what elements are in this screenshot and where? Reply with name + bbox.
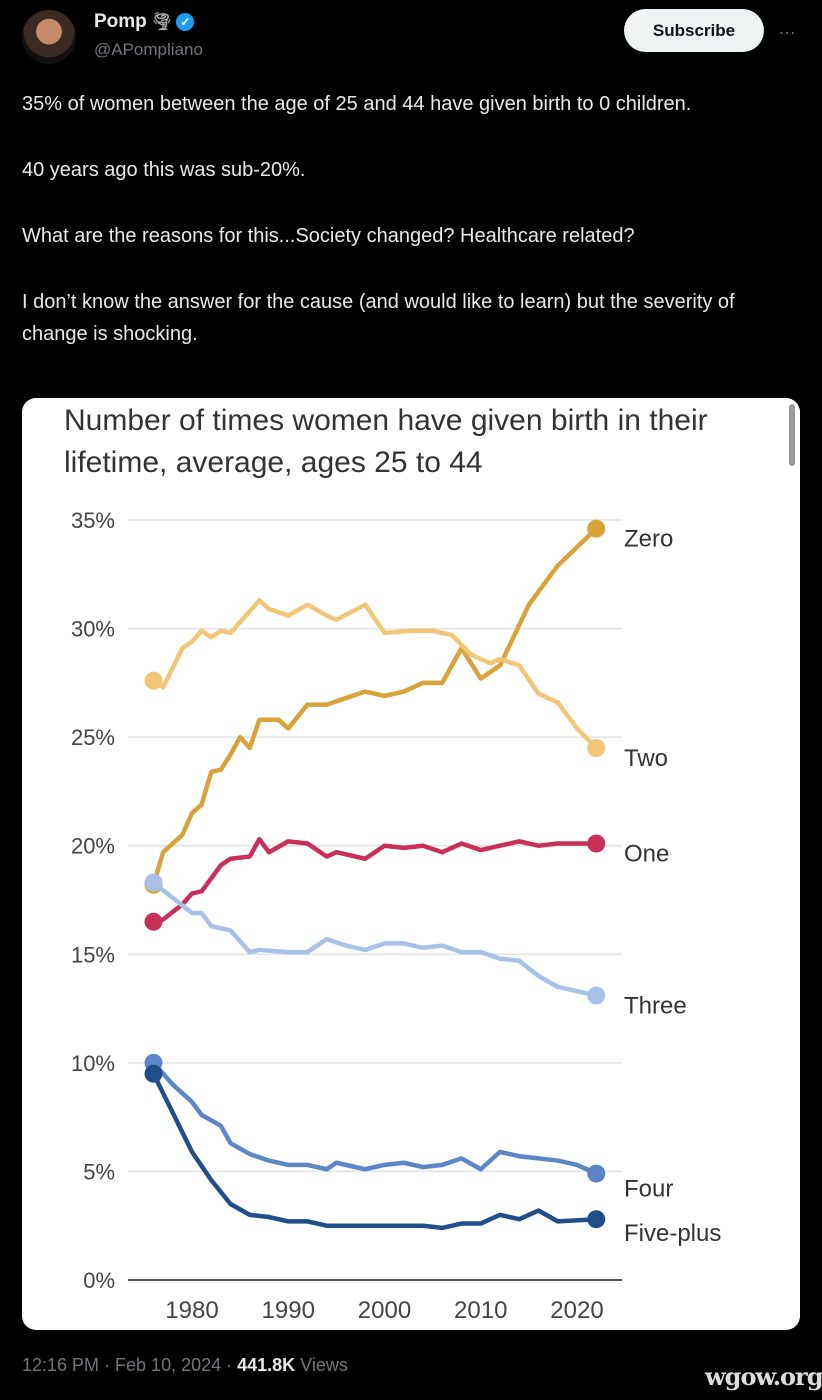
tweet-meta: 12:16 PM · Feb 10, 2024 · 441.8K Views	[22, 1355, 348, 1376]
series-line-four	[151, 1061, 598, 1176]
start-point	[144, 912, 163, 931]
x-tick-label: 2010	[454, 1297, 507, 1324]
author-handle[interactable]: @APompliano	[94, 40, 203, 59]
series-label: Zero	[624, 526, 673, 553]
start-point	[144, 671, 163, 690]
series-line-two	[152, 598, 598, 750]
y-tick-label: 5%	[83, 1159, 115, 1184]
tweet-paragraph: 35% of women between the age of 25 and 4…	[22, 93, 692, 115]
end-point	[587, 1164, 606, 1183]
tweet-paragraph: I don’t know the answer for the cause (a…	[22, 291, 735, 345]
series-label: Five-plus	[624, 1220, 721, 1247]
x-tick-label: 2020	[550, 1297, 603, 1324]
series-label: One	[624, 841, 669, 868]
y-tick-label: 35%	[71, 508, 115, 533]
y-tick-label: 10%	[71, 1051, 115, 1076]
start-point	[144, 873, 163, 892]
series-line-zero	[151, 527, 598, 886]
end-point	[587, 739, 606, 757]
end-point	[587, 986, 606, 1005]
tweet-paragraph: What are the reasons for this...Society …	[22, 225, 635, 247]
more-options-icon[interactable]: …	[778, 18, 797, 38]
chart-title: Number of times women have given birth i…	[64, 404, 708, 479]
end-point	[587, 519, 606, 538]
series-label: Three	[624, 993, 687, 1020]
timestamp[interactable]: 12:16 PM · Feb 10, 2024 ·	[22, 1355, 238, 1375]
view-count: 441.8K	[237, 1355, 296, 1375]
series-line-three	[152, 880, 597, 998]
scrollbar[interactable]	[789, 404, 795, 466]
x-tick-label: 2000	[358, 1297, 411, 1324]
series-label: Four	[624, 1176, 673, 1203]
y-tick-label: 25%	[71, 725, 115, 750]
line-chart: 0% 5% 10% 15% 20% 25% 30% 35% 1980 1990 2000 2010 20…	[71, 508, 721, 1324]
tornado-emoji-icon: 🌪	[150, 12, 173, 31]
tweet-text: 35% of women between the age of 25 and 4…	[22, 88, 792, 384]
end-point	[587, 1210, 606, 1229]
y-tick-label: 30%	[71, 617, 115, 642]
watermark: wgow.org	[705, 1362, 822, 1391]
x-tick-label: 1990	[262, 1297, 315, 1324]
avatar[interactable]	[22, 10, 76, 64]
start-point	[144, 1064, 163, 1083]
verified-badge-icon: ✓	[176, 13, 195, 31]
end-point	[587, 834, 606, 853]
series-line-one	[153, 836, 597, 924]
series-line-five-plus	[151, 1072, 597, 1231]
subscribe-button[interactable]: Subscribe	[624, 9, 764, 52]
chart-image[interactable]: Number of times women have given birth i…	[22, 398, 800, 1330]
tweet-paragraph: 40 years ago this was sub-20%.	[22, 159, 306, 181]
series-label: Two	[624, 745, 668, 772]
y-tick-label: 20%	[71, 834, 115, 859]
y-tick-label: 0%	[83, 1268, 115, 1293]
author-name-text: Pomp	[94, 11, 147, 32]
author-name[interactable]: Pomp 🌪 ✓	[94, 11, 195, 33]
y-tick-label: 15%	[71, 942, 115, 967]
views-label: Views	[295, 1355, 348, 1375]
x-tick-label: 1980	[165, 1297, 218, 1324]
